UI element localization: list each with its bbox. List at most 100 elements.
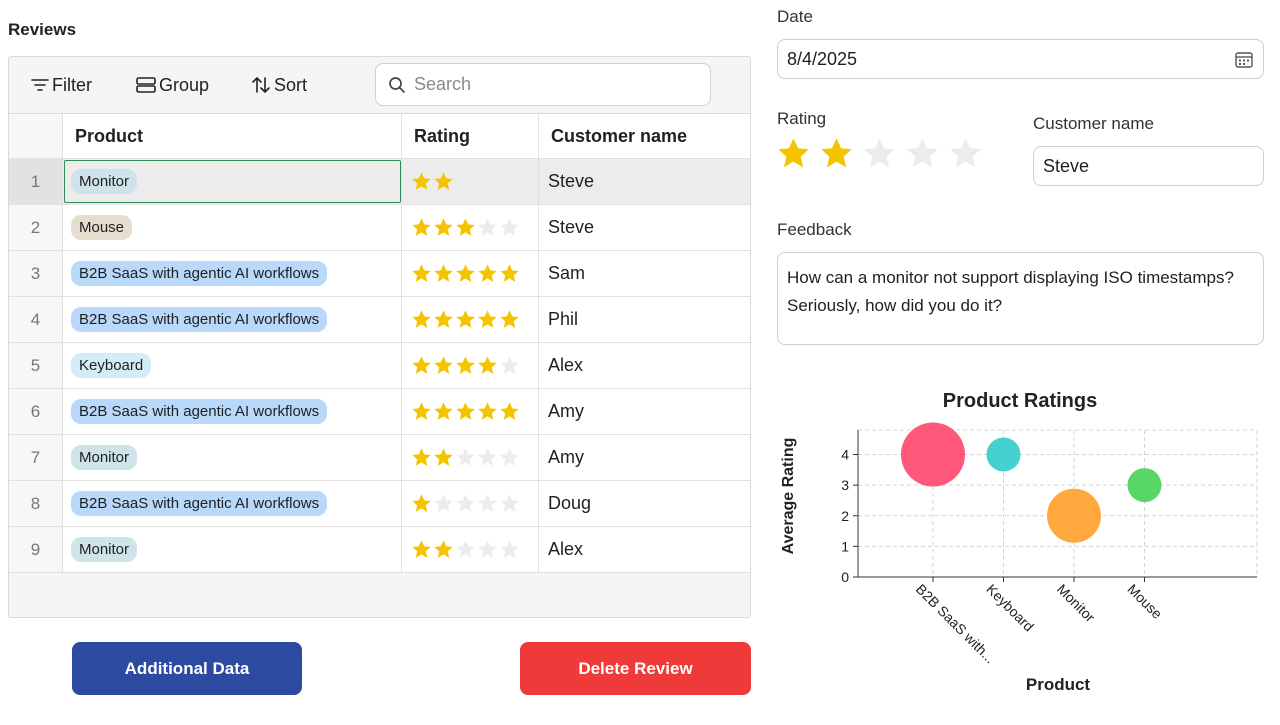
product-cell[interactable]: Monitor (63, 159, 402, 204)
header-customer-name[interactable]: Customer name (551, 125, 688, 146)
star-empty-icon (478, 448, 497, 466)
rating-cell[interactable] (402, 251, 539, 296)
row-index: 6 (9, 389, 63, 434)
product-cell[interactable]: Mouse (63, 205, 402, 250)
row-index: 1 (9, 159, 63, 204)
rating-star-empty-icon[interactable] (862, 136, 897, 171)
search-icon (389, 76, 405, 93)
y-tick-label: 1 (841, 538, 849, 554)
star-filled-icon (412, 494, 431, 512)
product-tag: Keyboard (71, 353, 152, 378)
star-filled-icon (456, 218, 475, 236)
calendar-icon[interactable] (1235, 51, 1253, 68)
star-filled-icon (412, 540, 431, 558)
customer-name-label: Customer name (1033, 114, 1154, 133)
table-row[interactable]: 8 B2B SaaS with agentic AI workflows Doug (9, 481, 750, 527)
product-cell[interactable]: B2B SaaS with agentic AI workflows (63, 297, 402, 342)
product-cell[interactable]: Monitor (63, 435, 402, 480)
star-empty-icon (500, 448, 519, 466)
sort-label: Sort (274, 74, 308, 95)
feedback-textarea[interactable]: How can a monitor not support displaying… (777, 252, 1264, 345)
date-field[interactable]: 8/4/2025 (777, 39, 1264, 79)
rating-star-filled-icon[interactable] (776, 136, 811, 171)
table-row[interactable]: 2 Mouse Steve (9, 205, 750, 251)
customer-name-cell[interactable]: Alex (548, 539, 584, 559)
star-filled-icon (434, 448, 453, 466)
rating-cell[interactable] (402, 435, 539, 480)
customer-name-cell[interactable]: Alex (548, 355, 584, 375)
header-rating[interactable]: Rating (402, 114, 539, 158)
rating-star-filled-icon[interactable] (819, 136, 854, 171)
product-cell[interactable]: B2B SaaS with agentic AI workflows (63, 389, 402, 434)
product-tag: B2B SaaS with agentic AI workflows (71, 261, 328, 286)
grid-toolbar: Filter Group Sort (9, 57, 750, 113)
customer-name-cell[interactable]: Phil (548, 309, 579, 329)
rating-cell[interactable] (402, 205, 539, 250)
y-axis-label: Average Rating (780, 438, 797, 555)
rating-star-empty-icon[interactable] (948, 136, 983, 171)
product-cell[interactable]: Monitor (63, 527, 402, 572)
star-filled-icon (412, 402, 431, 420)
star-filled-icon (434, 310, 453, 328)
rating-stars (411, 539, 520, 560)
table-row[interactable]: 5 Keyboard Alex (9, 343, 750, 389)
x-tick-label: Monitor (1054, 581, 1099, 626)
product-tag: B2B SaaS with agentic AI workflows (71, 491, 328, 516)
sort-button[interactable]: Sort (251, 74, 307, 96)
star-filled-icon (500, 402, 519, 420)
rating-stars (411, 263, 520, 284)
table-row[interactable]: 6 B2B SaaS with agentic AI workflows Amy (9, 389, 750, 435)
header-product[interactable]: Product (63, 114, 402, 158)
customer-name-cell[interactable]: Amy (548, 401, 584, 421)
delete-review-button[interactable]: Delete Review (520, 642, 751, 695)
group-label: Group (159, 74, 210, 95)
product-tag: Monitor (71, 537, 138, 562)
star-filled-icon (500, 264, 519, 282)
product-cell[interactable]: Keyboard (63, 343, 402, 388)
filter-button[interactable]: Filter (31, 74, 92, 96)
star-filled-icon (434, 264, 453, 282)
product-cell[interactable]: B2B SaaS with agentic AI workflows (63, 251, 402, 296)
star-filled-icon (434, 540, 453, 558)
customer-name-input[interactable]: Steve (1033, 146, 1264, 186)
y-tick-label: 3 (841, 477, 849, 493)
rating-cell[interactable] (402, 159, 539, 204)
rating-cell[interactable] (402, 481, 539, 526)
customer-name-cell[interactable]: Doug (548, 493, 592, 513)
feedback-label: Feedback (777, 220, 852, 239)
product-tag: Monitor (71, 169, 138, 194)
additional-data-button[interactable]: Additional Data (72, 642, 302, 695)
star-filled-icon (412, 356, 431, 374)
star-filled-icon (478, 402, 497, 420)
search-input[interactable] (414, 74, 694, 95)
rating-cell[interactable] (402, 389, 539, 434)
table-row[interactable]: 7 Monitor Amy (9, 435, 750, 481)
table-row[interactable]: 3 B2B SaaS with agentic AI workflows Sam (9, 251, 750, 297)
rating-star-empty-icon[interactable] (905, 136, 940, 171)
rating-cell[interactable] (402, 527, 539, 572)
rating-stars (411, 493, 520, 514)
customer-name-cell[interactable]: Amy (548, 447, 584, 467)
reviews-grid: Filter Group Sort Product Rating Custome… (8, 56, 751, 618)
customer-name-cell[interactable]: Steve (548, 171, 595, 191)
group-button[interactable]: Group (136, 74, 209, 96)
table-header: Product Rating Customer name (9, 114, 750, 159)
sort-icon (252, 77, 270, 93)
product-cell[interactable]: B2B SaaS with agentic AI workflows (63, 481, 402, 526)
star-empty-icon (500, 540, 519, 558)
rating-cell[interactable] (402, 343, 539, 388)
star-empty-icon (434, 494, 453, 512)
customer-name-cell[interactable]: Steve (548, 217, 595, 237)
rating-input (776, 136, 983, 171)
rating-stars (411, 217, 520, 238)
rating-cell[interactable] (402, 297, 539, 342)
x-tick-label: Mouse (1124, 581, 1165, 622)
table-row[interactable]: 4 B2B SaaS with agentic AI workflows Phil (9, 297, 750, 343)
table-row[interactable]: 9 Monitor Alex (9, 527, 750, 573)
star-filled-icon (456, 264, 475, 282)
table-row[interactable]: 1 Monitor Steve (9, 159, 750, 205)
star-empty-icon (500, 172, 519, 190)
y-tick-label: 2 (841, 508, 849, 524)
row-index: 4 (9, 297, 63, 342)
customer-name-cell[interactable]: Sam (548, 263, 586, 283)
